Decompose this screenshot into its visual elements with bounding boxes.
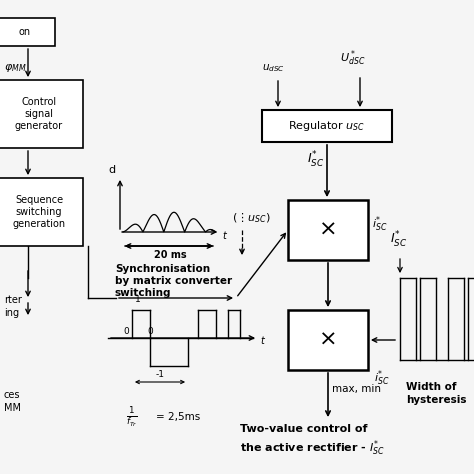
Text: Synchronisation: Synchronisation — [115, 264, 210, 274]
Bar — [0, 80, 83, 148]
Text: t: t — [222, 231, 226, 241]
Bar — [288, 310, 368, 370]
Text: $\varphi_{MM}$: $\varphi_{MM}$ — [4, 62, 27, 74]
Text: 0: 0 — [147, 327, 153, 336]
Text: hysteresis: hysteresis — [406, 395, 466, 405]
Text: $(\vdots u_{SC})$: $(\vdots u_{SC})$ — [232, 211, 271, 225]
Text: d: d — [109, 165, 116, 175]
Text: $i^{*}_{SC}$: $i^{*}_{SC}$ — [372, 214, 387, 234]
Text: -1: -1 — [155, 370, 164, 379]
Bar — [288, 200, 368, 260]
Text: switching: switching — [115, 288, 172, 298]
Text: $i^{*}_{SC}$: $i^{*}_{SC}$ — [374, 368, 390, 388]
Text: $U^*_{dSC}$: $U^*_{dSC}$ — [340, 48, 365, 68]
Text: the active rectifier - $I^{*}_{SC}$: the active rectifier - $I^{*}_{SC}$ — [240, 438, 385, 457]
Text: Sequence
switching
generation: Sequence switching generation — [12, 195, 65, 228]
Text: 20 ms: 20 ms — [154, 250, 186, 260]
Text: Two-value control of: Two-value control of — [240, 424, 367, 434]
Text: Regulator $u_{SC}$: Regulator $u_{SC}$ — [288, 119, 365, 133]
Text: ces: ces — [4, 390, 20, 400]
Bar — [0, 178, 83, 246]
Text: = 2,5ms: = 2,5ms — [156, 412, 200, 422]
Text: 0: 0 — [123, 327, 129, 336]
Text: MM: MM — [4, 403, 21, 413]
Text: max, min: max, min — [332, 384, 381, 394]
Bar — [262, 110, 392, 142]
Text: $\frac{1}{f_{Tr}}$: $\frac{1}{f_{Tr}}$ — [126, 406, 137, 430]
Bar — [0, 18, 55, 46]
Text: on: on — [19, 27, 31, 37]
Text: 1: 1 — [135, 295, 141, 304]
Text: $I^{*}_{SC}$: $I^{*}_{SC}$ — [307, 150, 324, 170]
Text: $u_{dSC}$: $u_{dSC}$ — [262, 62, 285, 74]
Text: rter: rter — [4, 295, 22, 305]
Text: Width of: Width of — [406, 382, 456, 392]
Text: $I^{*}_{SC}$: $I^{*}_{SC}$ — [390, 230, 407, 250]
Text: ×: × — [319, 330, 337, 350]
Text: t: t — [260, 336, 264, 346]
Text: ×: × — [319, 220, 337, 240]
Text: ing: ing — [4, 308, 19, 318]
Text: Control
signal
generator: Control signal generator — [15, 97, 63, 131]
Text: by matrix converter: by matrix converter — [115, 276, 232, 286]
